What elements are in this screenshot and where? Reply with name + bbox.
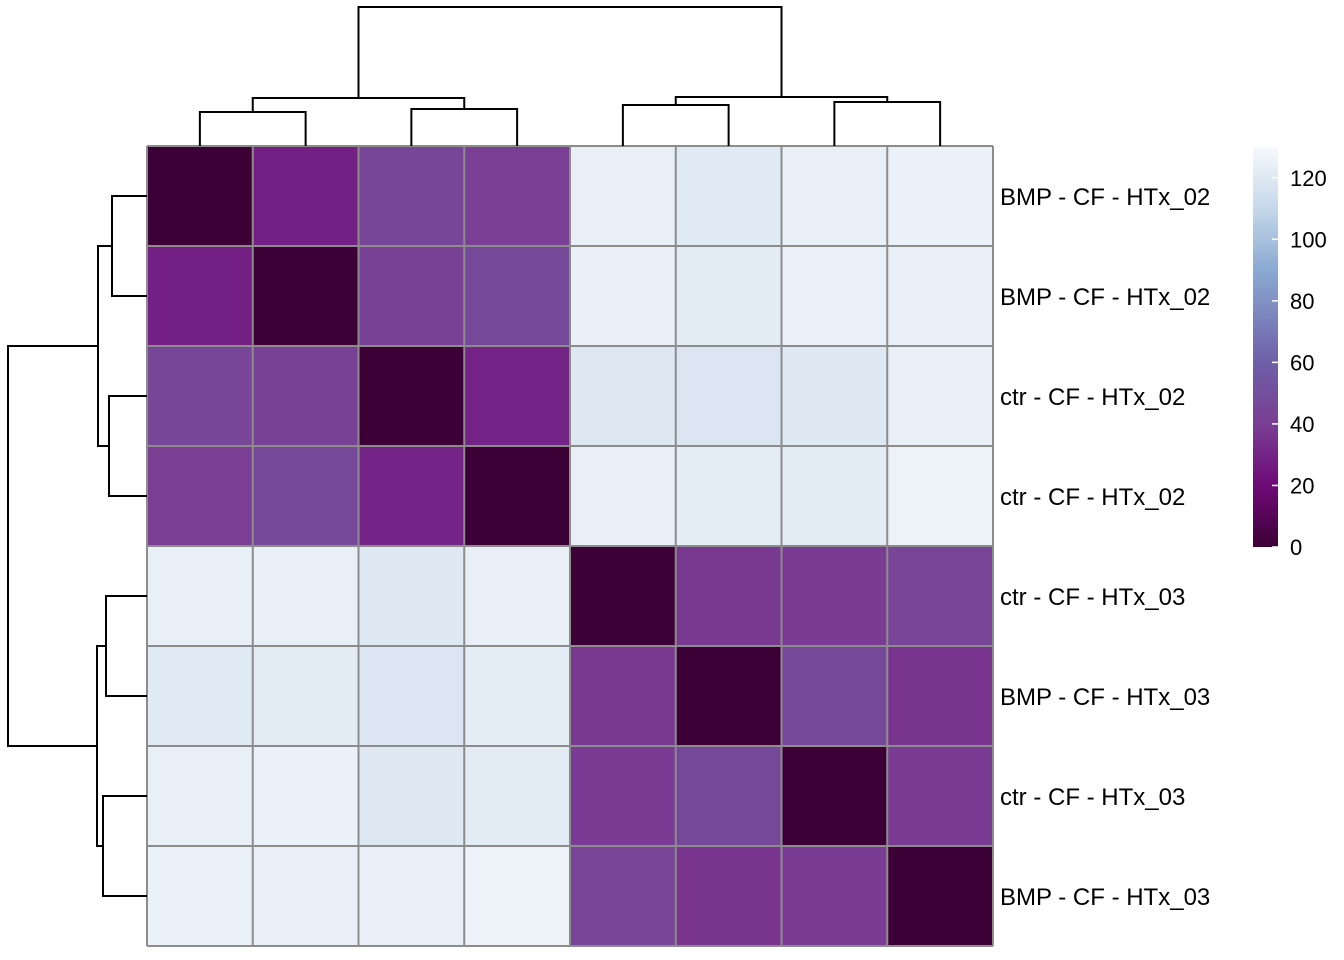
heatmap-cell bbox=[887, 846, 993, 946]
heatmap-cell bbox=[358, 746, 465, 846]
column-dendrogram-link bbox=[621, 104, 730, 146]
heatmap-cell bbox=[147, 846, 253, 946]
heatmap-cell bbox=[675, 846, 782, 946]
heatmap-cell bbox=[675, 146, 782, 246]
heatmap-cell bbox=[570, 746, 676, 846]
heatmap-cell bbox=[464, 546, 570, 646]
heatmap-cell bbox=[781, 146, 888, 246]
heatmap-cell bbox=[887, 246, 993, 346]
heatmap-cell bbox=[464, 246, 570, 346]
row-dendrogram-link bbox=[108, 395, 147, 497]
heatmap-cell bbox=[675, 646, 782, 746]
column-dendrogram bbox=[198, 6, 942, 146]
colorbar-tick-label: 100 bbox=[1290, 227, 1327, 252]
heatmap-cell bbox=[570, 646, 676, 746]
heatmap-cell bbox=[358, 446, 465, 546]
row-label: BMP - CF - HTx_03 bbox=[1000, 684, 1210, 711]
heatmap-cell bbox=[252, 146, 359, 246]
heatmap-cell bbox=[147, 446, 253, 546]
heatmap-cell bbox=[781, 446, 888, 546]
row-dendrogram-link bbox=[111, 195, 147, 297]
colorbar-tick-label: 60 bbox=[1290, 350, 1314, 375]
heatmap-cell bbox=[358, 146, 465, 246]
colorbar-gradient bbox=[1253, 147, 1278, 547]
heatmap-cell bbox=[147, 646, 253, 746]
heatmap-cell bbox=[570, 246, 676, 346]
row-dendrogram bbox=[7, 195, 147, 897]
heatmap-cell bbox=[358, 646, 465, 746]
row-label: BMP - CF - HTx_03 bbox=[1000, 884, 1210, 911]
heatmap-cell bbox=[252, 346, 359, 446]
row-label: ctr - CF - HTx_03 bbox=[1000, 784, 1185, 811]
row-label: ctr - CF - HTx_02 bbox=[1000, 384, 1185, 411]
heatmap-cell bbox=[781, 346, 888, 446]
heatmap-cell bbox=[147, 746, 253, 846]
heatmap-cell bbox=[464, 346, 570, 446]
row-label: BMP - CF - HTx_02 bbox=[1000, 284, 1210, 311]
colorbar-tick-label: 20 bbox=[1290, 473, 1314, 498]
row-dendrogram-link bbox=[105, 595, 147, 697]
heatmap-cell bbox=[464, 646, 570, 746]
row-dendrogram-link bbox=[7, 345, 98, 747]
heatmap-cell bbox=[358, 546, 465, 646]
heatmap-cell bbox=[252, 846, 359, 946]
heatmap-cell bbox=[675, 246, 782, 346]
heatmap-cell bbox=[887, 746, 993, 846]
heatmap-cell bbox=[147, 246, 253, 346]
colorbar-legend: 0 20 40 60 80 100 120 bbox=[1253, 147, 1327, 560]
column-dendrogram-link bbox=[410, 108, 519, 146]
heatmap-cell bbox=[252, 746, 359, 846]
heatmap-cell bbox=[358, 346, 465, 446]
heatmap-cell bbox=[252, 546, 359, 646]
heatmap-cell bbox=[570, 146, 676, 246]
row-label: BMP - CF - HTx_02 bbox=[1000, 184, 1210, 211]
heatmap-gridlines bbox=[146, 145, 994, 947]
row-dendrogram-link bbox=[96, 645, 106, 847]
heatmap-cell bbox=[570, 346, 676, 446]
colorbar-tick-label: 0 bbox=[1290, 535, 1302, 560]
heatmap-cell bbox=[781, 246, 888, 346]
heatmap-cell bbox=[781, 746, 888, 846]
column-dendrogram-link bbox=[833, 101, 942, 146]
row-label: ctr - CF - HTx_02 bbox=[1000, 484, 1185, 511]
heatmap-cell bbox=[358, 846, 465, 946]
heatmap-cell bbox=[147, 546, 253, 646]
heatmap-cell bbox=[252, 246, 359, 346]
heatmap-cell bbox=[464, 146, 570, 246]
heatmap-cell bbox=[887, 346, 993, 446]
heatmap-cell bbox=[358, 246, 465, 346]
row-label: ctr - CF - HTx_03 bbox=[1000, 584, 1185, 611]
heatmap-cell bbox=[887, 146, 993, 246]
colorbar-tick-label: 80 bbox=[1290, 289, 1314, 314]
colorbar-tick-label: 120 bbox=[1290, 166, 1327, 191]
column-dendrogram-link bbox=[198, 111, 307, 146]
heatmap-cell bbox=[464, 746, 570, 846]
heatmap-cell bbox=[147, 146, 253, 246]
heatmap-cell bbox=[252, 446, 359, 546]
heatmap-cell bbox=[675, 546, 782, 646]
heatmap-cell bbox=[464, 846, 570, 946]
colorbar-tick-label: 40 bbox=[1290, 412, 1314, 437]
heatmap-cell bbox=[675, 746, 782, 846]
row-dendrogram-link bbox=[102, 795, 147, 897]
heatmap-cells bbox=[147, 146, 993, 946]
heatmap-cell bbox=[781, 646, 888, 746]
heatmap-cell bbox=[464, 446, 570, 546]
heatmap-cell bbox=[675, 346, 782, 446]
heatmap-cell bbox=[781, 846, 888, 946]
heatmap-cell bbox=[570, 446, 676, 546]
heatmap-cell bbox=[252, 646, 359, 746]
heatmap-cell bbox=[675, 446, 782, 546]
heatmap-cell bbox=[147, 346, 253, 446]
heatmap-cell bbox=[570, 546, 676, 646]
heatmap-cell bbox=[781, 546, 888, 646]
column-dendrogram-link bbox=[357, 6, 783, 98]
heatmap-cell bbox=[887, 446, 993, 546]
heatmap-cell bbox=[887, 546, 993, 646]
heatmap-cell bbox=[887, 646, 993, 746]
heatmap-cell bbox=[570, 846, 676, 946]
